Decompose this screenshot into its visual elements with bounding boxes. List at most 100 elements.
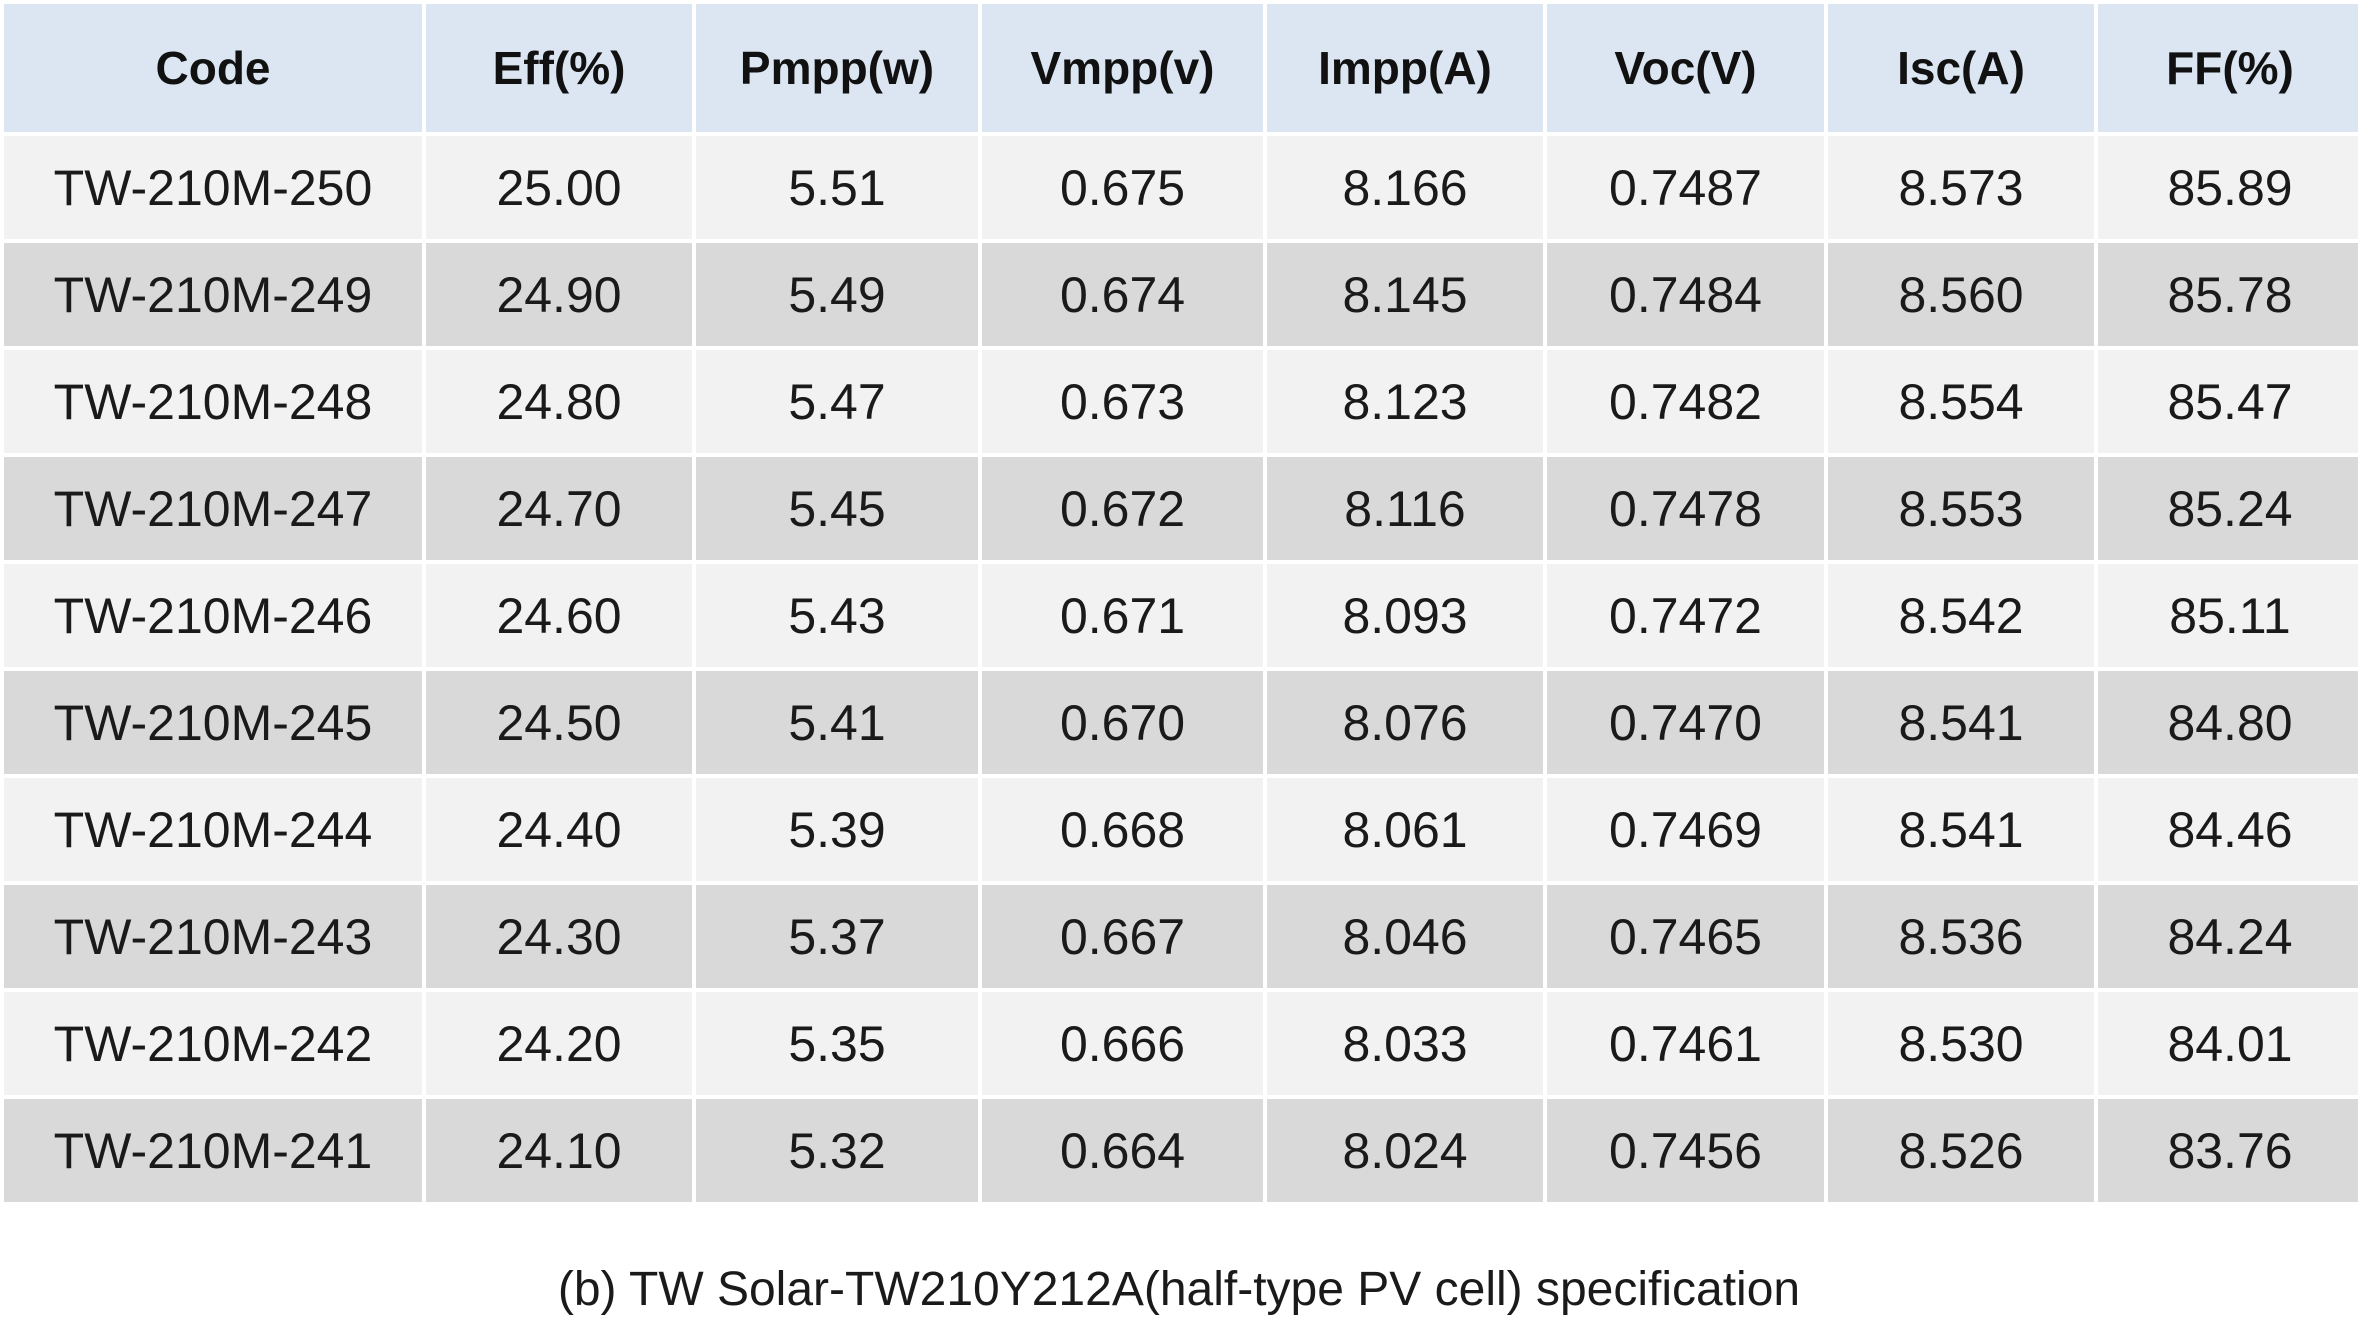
cell-eff: 24.50: [426, 671, 692, 774]
cell-isc: 8.541: [1828, 671, 2094, 774]
cell-code: TW-210M-246: [4, 564, 422, 667]
cell-isc: 8.553: [1828, 457, 2094, 560]
cell-pmpp: 5.35: [696, 992, 978, 1095]
cell-ff: 84.80: [2098, 671, 2358, 774]
cell-voc: 0.7461: [1547, 992, 1824, 1095]
cell-vmpp: 0.670: [982, 671, 1263, 774]
cell-isc: 8.536: [1828, 885, 2094, 988]
cell-isc: 8.542: [1828, 564, 2094, 667]
cell-pmpp: 5.49: [696, 243, 978, 346]
header-voc: Voc(V): [1547, 4, 1824, 132]
cell-eff: 24.80: [426, 350, 692, 453]
cell-impp: 8.033: [1267, 992, 1543, 1095]
header-impp: Impp(A): [1267, 4, 1543, 132]
cell-code: TW-210M-249: [4, 243, 422, 346]
cell-voc: 0.7478: [1547, 457, 1824, 560]
cell-eff: 24.30: [426, 885, 692, 988]
cell-code: TW-210M-243: [4, 885, 422, 988]
cell-impp: 8.061: [1267, 778, 1543, 881]
cell-ff: 85.11: [2098, 564, 2358, 667]
cell-code: TW-210M-241: [4, 1099, 422, 1202]
cell-vmpp: 0.675: [982, 136, 1263, 239]
cell-code: TW-210M-247: [4, 457, 422, 560]
cell-voc: 0.7456: [1547, 1099, 1824, 1202]
table-row: TW-210M-248 24.80 5.47 0.673 8.123 0.748…: [4, 350, 2358, 453]
table-row: TW-210M-247 24.70 5.45 0.672 8.116 0.747…: [4, 457, 2358, 560]
cell-impp: 8.024: [1267, 1099, 1543, 1202]
cell-voc: 0.7470: [1547, 671, 1824, 774]
cell-voc: 0.7484: [1547, 243, 1824, 346]
cell-isc: 8.526: [1828, 1099, 2094, 1202]
header-code: Code: [4, 4, 422, 132]
cell-voc: 0.7482: [1547, 350, 1824, 453]
header-row: Code Eff(%) Pmpp(w) Vmpp(v) Impp(A) Voc(…: [4, 4, 2358, 132]
cell-pmpp: 5.32: [696, 1099, 978, 1202]
header-isc: Isc(A): [1828, 4, 2094, 132]
cell-vmpp: 0.666: [982, 992, 1263, 1095]
specification-table: Code Eff(%) Pmpp(w) Vmpp(v) Impp(A) Voc(…: [4, 4, 2358, 1202]
cell-voc: 0.7472: [1547, 564, 1824, 667]
cell-vmpp: 0.674: [982, 243, 1263, 346]
cell-code: TW-210M-245: [4, 671, 422, 774]
cell-eff: 24.40: [426, 778, 692, 881]
table-row: TW-210M-249 24.90 5.49 0.674 8.145 0.748…: [4, 243, 2358, 346]
cell-eff: 24.60: [426, 564, 692, 667]
cell-isc: 8.560: [1828, 243, 2094, 346]
cell-pmpp: 5.39: [696, 778, 978, 881]
cell-pmpp: 5.51: [696, 136, 978, 239]
cell-ff: 85.24: [2098, 457, 2358, 560]
cell-voc: 0.7487: [1547, 136, 1824, 239]
cell-ff: 84.46: [2098, 778, 2358, 881]
cell-eff: 24.10: [426, 1099, 692, 1202]
cell-vmpp: 0.664: [982, 1099, 1263, 1202]
header-pmpp: Pmpp(w): [696, 4, 978, 132]
cell-impp: 8.076: [1267, 671, 1543, 774]
cell-vmpp: 0.672: [982, 457, 1263, 560]
cell-code: TW-210M-248: [4, 350, 422, 453]
cell-pmpp: 5.45: [696, 457, 978, 560]
cell-isc: 8.530: [1828, 992, 2094, 1095]
cell-pmpp: 5.41: [696, 671, 978, 774]
cell-voc: 0.7465: [1547, 885, 1824, 988]
cell-ff: 84.24: [2098, 885, 2358, 988]
cell-code: TW-210M-242: [4, 992, 422, 1095]
table-row: TW-210M-242 24.20 5.35 0.666 8.033 0.746…: [4, 992, 2358, 1095]
cell-pmpp: 5.43: [696, 564, 978, 667]
cell-eff: 24.20: [426, 992, 692, 1095]
cell-vmpp: 0.668: [982, 778, 1263, 881]
cell-vmpp: 0.673: [982, 350, 1263, 453]
cell-ff: 83.76: [2098, 1099, 2358, 1202]
cell-impp: 8.116: [1267, 457, 1543, 560]
cell-isc: 8.541: [1828, 778, 2094, 881]
cell-eff: 24.70: [426, 457, 692, 560]
cell-isc: 8.573: [1828, 136, 2094, 239]
cell-vmpp: 0.671: [982, 564, 1263, 667]
cell-ff: 85.78: [2098, 243, 2358, 346]
cell-ff: 85.47: [2098, 350, 2358, 453]
cell-eff: 24.90: [426, 243, 692, 346]
cell-impp: 8.046: [1267, 885, 1543, 988]
cell-voc: 0.7469: [1547, 778, 1824, 881]
header-vmpp: Vmpp(v): [982, 4, 1263, 132]
cell-impp: 8.093: [1267, 564, 1543, 667]
cell-isc: 8.554: [1828, 350, 2094, 453]
table-row: TW-210M-246 24.60 5.43 0.671 8.093 0.747…: [4, 564, 2358, 667]
cell-impp: 8.166: [1267, 136, 1543, 239]
cell-impp: 8.145: [1267, 243, 1543, 346]
cell-impp: 8.123: [1267, 350, 1543, 453]
table-row: TW-210M-250 25.00 5.51 0.675 8.166 0.748…: [4, 136, 2358, 239]
table-row: TW-210M-241 24.10 5.32 0.664 8.024 0.745…: [4, 1099, 2358, 1202]
table-row: TW-210M-245 24.50 5.41 0.670 8.076 0.747…: [4, 671, 2358, 774]
table-row: TW-210M-244 24.40 5.39 0.668 8.061 0.746…: [4, 778, 2358, 881]
cell-vmpp: 0.667: [982, 885, 1263, 988]
header-eff: Eff(%): [426, 4, 692, 132]
header-ff: FF(%): [2098, 4, 2358, 132]
table-caption: (b) TW Solar-TW210Y212A(half-type PV cel…: [557, 1263, 1801, 1316]
cell-code: TW-210M-244: [4, 778, 422, 881]
cell-pmpp: 5.47: [696, 350, 978, 453]
table-row: TW-210M-243 24.30 5.37 0.667 8.046 0.746…: [4, 885, 2358, 988]
cell-eff: 25.00: [426, 136, 692, 239]
cell-code: TW-210M-250: [4, 136, 422, 239]
cell-ff: 85.89: [2098, 136, 2358, 239]
cell-ff: 84.01: [2098, 992, 2358, 1095]
